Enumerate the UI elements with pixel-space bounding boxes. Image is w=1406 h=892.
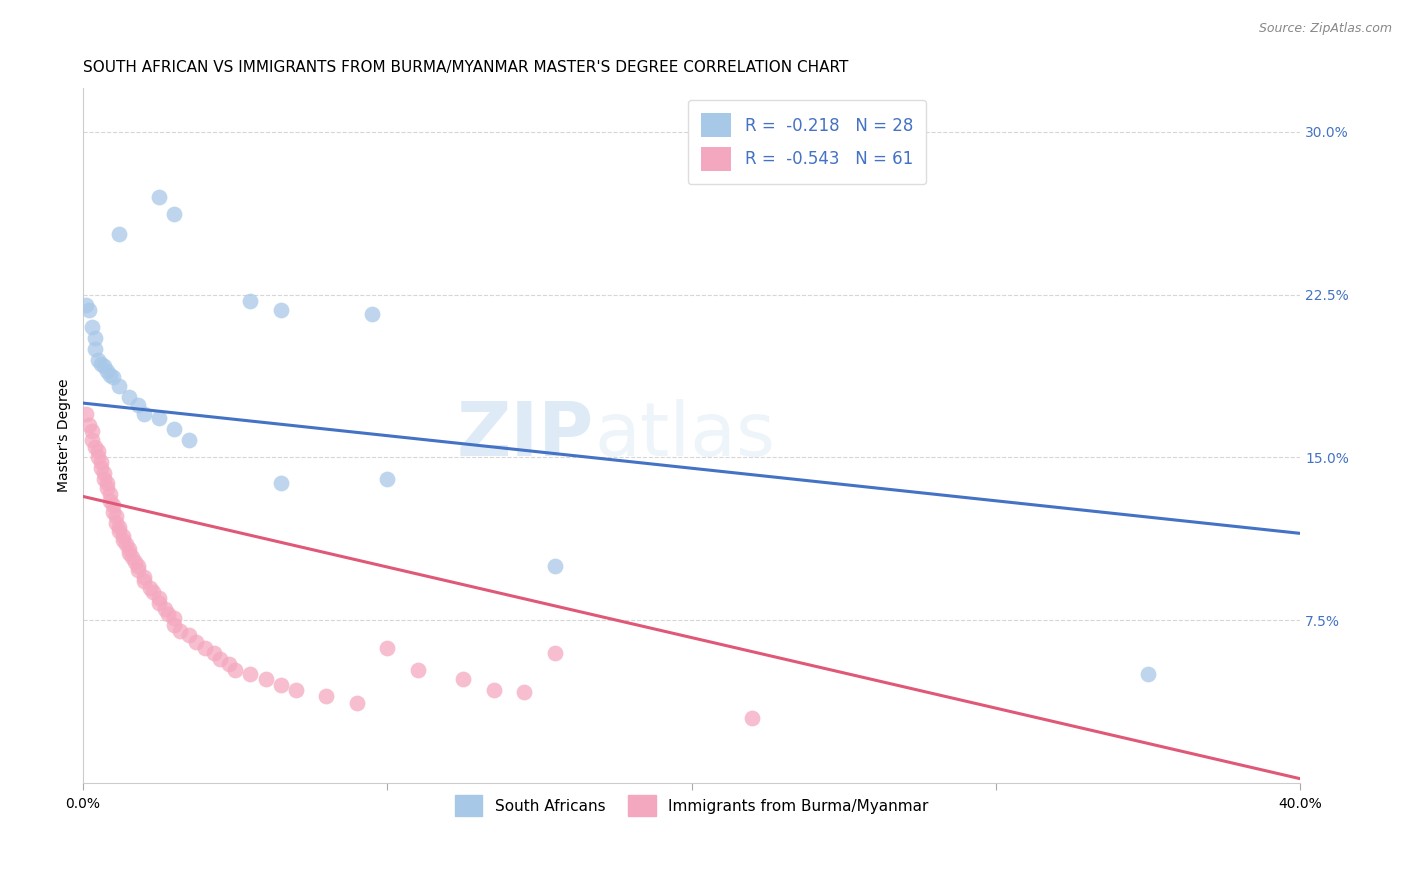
Legend: South Africans, Immigrants from Burma/Myanmar: South Africans, Immigrants from Burma/My… bbox=[447, 787, 936, 824]
Point bbox=[117, 546, 139, 560]
Point bbox=[114, 537, 136, 551]
Point bbox=[103, 505, 125, 519]
Point bbox=[90, 357, 112, 371]
Point bbox=[87, 450, 110, 465]
Point bbox=[96, 363, 118, 377]
Point bbox=[202, 646, 225, 660]
Point bbox=[111, 533, 134, 547]
Point bbox=[543, 646, 565, 660]
Point bbox=[194, 641, 217, 656]
Point bbox=[117, 390, 139, 404]
Point bbox=[132, 570, 155, 584]
Point bbox=[87, 352, 110, 367]
Point bbox=[179, 433, 201, 447]
Point bbox=[93, 472, 115, 486]
Point bbox=[139, 581, 162, 595]
Point bbox=[163, 207, 186, 221]
Text: Source: ZipAtlas.com: Source: ZipAtlas.com bbox=[1258, 22, 1392, 36]
Point bbox=[148, 591, 170, 606]
Point bbox=[179, 628, 201, 642]
Point bbox=[157, 607, 180, 621]
Point bbox=[142, 585, 165, 599]
Point bbox=[285, 682, 308, 697]
Point bbox=[184, 635, 207, 649]
Point bbox=[239, 667, 262, 681]
Point bbox=[90, 461, 112, 475]
Point bbox=[90, 455, 112, 469]
Point bbox=[132, 407, 155, 421]
Point bbox=[132, 574, 155, 588]
Point bbox=[87, 443, 110, 458]
Text: ZIP: ZIP bbox=[457, 399, 595, 472]
Point bbox=[153, 602, 176, 616]
Point bbox=[103, 498, 125, 512]
Point bbox=[270, 476, 292, 491]
Point bbox=[117, 541, 139, 556]
Point bbox=[148, 411, 170, 425]
Point bbox=[108, 524, 131, 538]
Point bbox=[121, 550, 143, 565]
Point bbox=[208, 652, 231, 666]
Point bbox=[224, 663, 246, 677]
Point bbox=[361, 307, 384, 321]
Point bbox=[84, 331, 107, 345]
Point bbox=[375, 472, 398, 486]
Point bbox=[127, 398, 149, 412]
Point bbox=[96, 481, 118, 495]
Point bbox=[105, 508, 128, 523]
Point bbox=[1136, 667, 1159, 681]
Y-axis label: Master's Degree: Master's Degree bbox=[58, 379, 72, 492]
Point bbox=[543, 558, 565, 573]
Point bbox=[108, 520, 131, 534]
Point bbox=[406, 663, 429, 677]
Point bbox=[163, 611, 186, 625]
Point bbox=[96, 476, 118, 491]
Point bbox=[98, 487, 121, 501]
Point bbox=[93, 466, 115, 480]
Point bbox=[103, 370, 125, 384]
Point bbox=[513, 685, 536, 699]
Point bbox=[77, 302, 100, 317]
Point bbox=[127, 558, 149, 573]
Point bbox=[98, 368, 121, 382]
Point bbox=[108, 378, 131, 392]
Point bbox=[148, 190, 170, 204]
Point bbox=[124, 555, 146, 569]
Point bbox=[75, 407, 97, 421]
Point bbox=[239, 293, 262, 308]
Point bbox=[453, 672, 475, 686]
Point bbox=[482, 682, 505, 697]
Point bbox=[148, 596, 170, 610]
Point bbox=[82, 433, 104, 447]
Point bbox=[375, 641, 398, 656]
Text: SOUTH AFRICAN VS IMMIGRANTS FROM BURMA/MYANMAR MASTER'S DEGREE CORRELATION CHART: SOUTH AFRICAN VS IMMIGRANTS FROM BURMA/M… bbox=[83, 60, 848, 75]
Text: atlas: atlas bbox=[595, 399, 775, 472]
Point bbox=[93, 359, 115, 374]
Point bbox=[111, 528, 134, 542]
Point bbox=[254, 672, 277, 686]
Point bbox=[82, 320, 104, 334]
Point bbox=[105, 516, 128, 530]
Point bbox=[741, 711, 763, 725]
Point bbox=[98, 493, 121, 508]
Point bbox=[77, 417, 100, 432]
Point bbox=[315, 689, 337, 703]
Point bbox=[163, 422, 186, 436]
Point bbox=[169, 624, 191, 638]
Point bbox=[270, 302, 292, 317]
Point bbox=[84, 440, 107, 454]
Point bbox=[346, 696, 368, 710]
Point bbox=[84, 342, 107, 356]
Point bbox=[270, 678, 292, 692]
Point bbox=[82, 425, 104, 439]
Point bbox=[108, 227, 131, 241]
Point bbox=[218, 657, 240, 671]
Point bbox=[163, 617, 186, 632]
Point bbox=[75, 298, 97, 312]
Point bbox=[127, 563, 149, 577]
